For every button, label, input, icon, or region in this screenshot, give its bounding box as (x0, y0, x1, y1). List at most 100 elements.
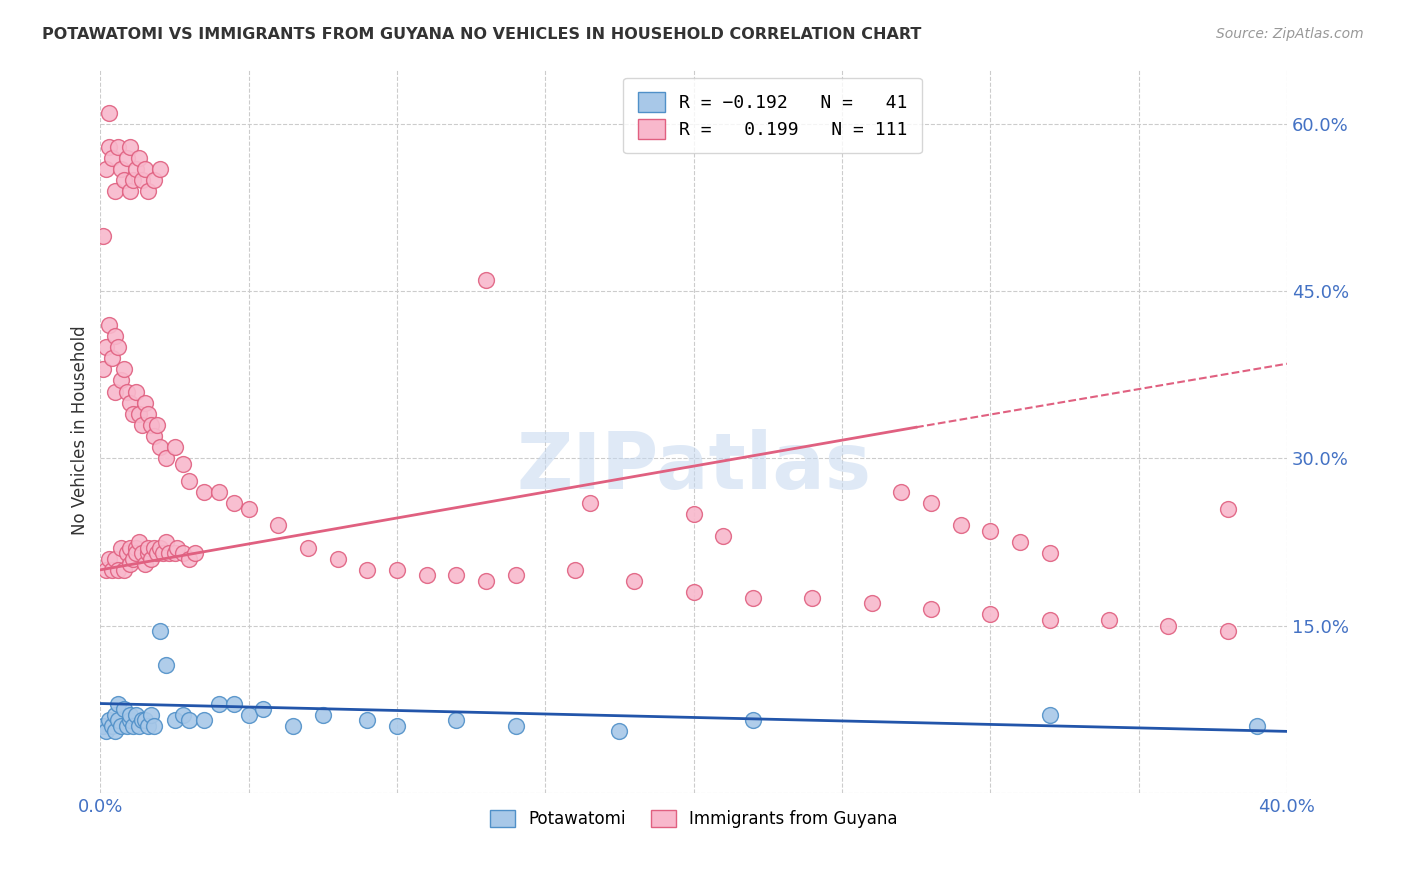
Point (356, 563, 378, 577)
Point (142, 429, 165, 443)
Point (222, 697, 245, 711)
Point (118, 558, 141, 572)
Point (139, 551, 162, 566)
Point (326, 551, 349, 566)
Point (91, 228, 114, 243)
Point (96, 724, 118, 739)
Point (222, 496, 245, 510)
Point (136, 407, 159, 421)
Point (104, 724, 127, 739)
Point (166, 541, 188, 555)
Point (172, 707, 194, 722)
Point (312, 707, 335, 722)
Point (131, 546, 153, 560)
Point (134, 161, 156, 176)
Point (91, 719, 114, 733)
Point (979, 524, 1001, 538)
Y-axis label: No Vehicles in Household: No Vehicles in Household (72, 326, 89, 535)
Point (860, 596, 883, 610)
Point (155, 451, 177, 466)
Point (920, 496, 942, 510)
Point (1216, 501, 1239, 516)
Point (128, 535, 150, 549)
Point (163, 546, 186, 560)
Point (118, 184, 141, 198)
Point (149, 541, 172, 555)
Point (1008, 535, 1031, 549)
Point (110, 541, 132, 555)
Point (101, 719, 124, 733)
Point (98, 551, 121, 566)
Point (101, 351, 124, 366)
Point (475, 273, 498, 287)
Point (1216, 624, 1239, 639)
Point (385, 719, 408, 733)
Point (238, 707, 260, 722)
Point (1038, 707, 1060, 722)
Point (682, 507, 704, 521)
Point (139, 707, 162, 722)
Point (155, 535, 177, 549)
Point (128, 407, 150, 421)
Point (125, 707, 148, 722)
Point (107, 713, 129, 727)
Point (193, 484, 215, 499)
Point (979, 607, 1001, 622)
Point (172, 546, 194, 560)
Point (98, 106, 121, 120)
Point (112, 173, 135, 187)
Point (267, 518, 290, 533)
Point (118, 713, 141, 727)
Point (578, 496, 600, 510)
Point (446, 713, 468, 727)
Point (155, 657, 177, 672)
Point (104, 707, 127, 722)
Point (297, 541, 319, 555)
Point (125, 546, 148, 560)
Point (415, 568, 437, 582)
Point (475, 574, 498, 588)
Point (101, 563, 124, 577)
Point (179, 551, 201, 566)
Point (125, 384, 148, 399)
Text: ZIPatlas: ZIPatlas (516, 429, 872, 505)
Point (136, 541, 159, 555)
Point (149, 624, 172, 639)
Point (1098, 613, 1121, 627)
Point (104, 184, 127, 198)
Point (110, 719, 132, 733)
Point (1157, 618, 1180, 632)
Point (385, 563, 408, 577)
Point (149, 161, 172, 176)
Point (107, 139, 129, 153)
Point (145, 417, 167, 432)
Point (122, 719, 145, 733)
Point (283, 719, 305, 733)
Point (115, 719, 138, 733)
Point (682, 585, 704, 599)
Point (742, 713, 765, 727)
Point (446, 568, 468, 582)
Point (252, 702, 274, 716)
Point (564, 563, 586, 577)
Point (96, 340, 118, 354)
Point (104, 551, 127, 566)
Point (1038, 546, 1060, 560)
Point (125, 161, 148, 176)
Point (609, 724, 631, 739)
Point (179, 713, 201, 727)
Point (134, 713, 156, 727)
Point (104, 384, 127, 399)
Point (118, 707, 141, 722)
Point (157, 546, 180, 560)
Point (112, 362, 135, 376)
Point (1246, 719, 1268, 733)
Point (356, 713, 378, 727)
Point (145, 546, 167, 560)
Point (118, 395, 141, 409)
Point (122, 407, 145, 421)
Point (949, 518, 972, 533)
Point (101, 151, 124, 165)
Point (152, 546, 174, 560)
Point (208, 484, 231, 499)
